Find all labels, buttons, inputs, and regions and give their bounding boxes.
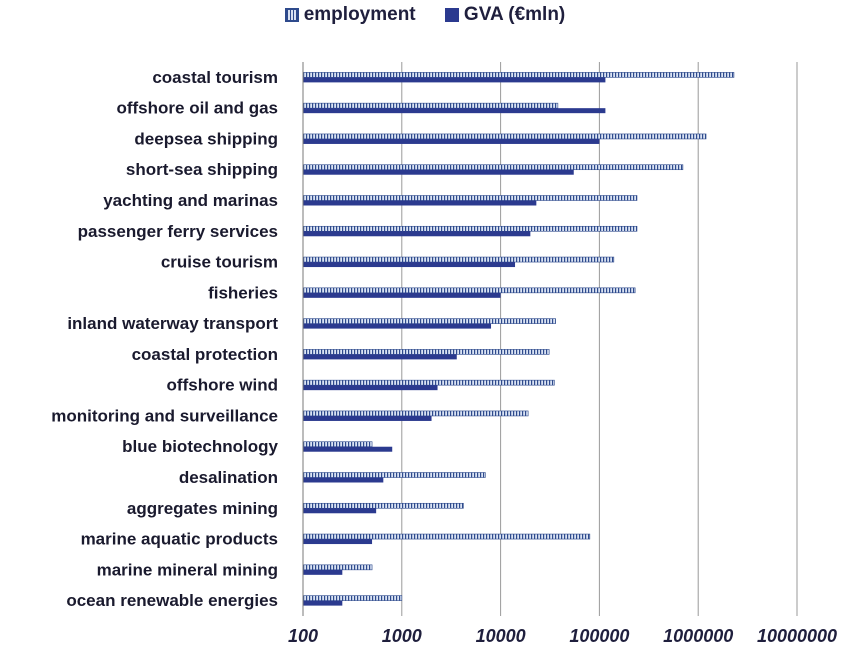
bar-gva	[303, 200, 537, 206]
category-label: yachting and marinas	[103, 191, 278, 210]
bar-gva	[303, 292, 501, 298]
bar-gva	[303, 231, 531, 237]
legend-item-gva: GVA (€mln)	[444, 4, 566, 26]
category-label: short-sea shipping	[126, 160, 278, 179]
legend: employment GVA (€mln)	[0, 4, 850, 28]
category-label: marine mineral mining	[97, 560, 278, 579]
legend-label-gva: GVA (€mln)	[463, 4, 566, 25]
category-label: cruise tourism	[161, 253, 278, 272]
bar-employment	[302, 133, 707, 140]
bar-employment	[302, 287, 636, 294]
category-label: desalination	[179, 468, 278, 487]
bar-employment	[302, 318, 556, 324]
legend-item-employment: employment	[284, 4, 416, 26]
category-label: blue biotechnology	[122, 437, 278, 456]
bar-employment	[302, 256, 615, 263]
bar-employment	[302, 564, 373, 571]
x-tick-label: 10000000	[757, 626, 837, 646]
bar-employment	[302, 533, 591, 540]
category-label: coastal protection	[132, 345, 278, 364]
bar-gva	[303, 138, 600, 144]
bar-gva	[303, 77, 606, 83]
bar-employment	[302, 349, 550, 355]
category-label: aggregates mining	[127, 499, 278, 518]
x-tick-label: 1000000	[663, 626, 733, 646]
bar-employment	[302, 72, 735, 78]
bar-employment	[302, 225, 638, 232]
bar-gva	[303, 323, 492, 329]
legend-label-employment: employment	[303, 4, 416, 25]
category-label: passenger ferry services	[78, 222, 278, 241]
bar-gva	[303, 415, 432, 421]
bar-gva	[303, 108, 606, 114]
bar-employment	[302, 441, 373, 448]
category-label: inland waterway transport	[67, 314, 278, 333]
category-label: monitoring and surveillance	[51, 406, 278, 425]
bar-gva	[303, 477, 384, 483]
category-label: marine aquatic products	[81, 530, 278, 549]
category-label: offshore oil and gas	[116, 99, 278, 118]
legend-swatch-employment	[284, 8, 299, 22]
category-label: ocean renewable energies	[66, 591, 278, 610]
bar-gva	[303, 262, 516, 268]
bar-employment	[302, 195, 638, 201]
bar-gva	[303, 385, 438, 391]
bar-employment	[302, 379, 555, 386]
bar-gva	[303, 600, 343, 606]
legend-swatch-gva	[444, 8, 459, 22]
x-tick-label: 100	[288, 626, 318, 646]
bar-gva	[303, 539, 373, 545]
x-tick-label: 10000	[476, 626, 526, 646]
category-label: coastal tourism	[152, 68, 278, 87]
category-label: offshore wind	[167, 376, 278, 395]
bar-employment	[302, 164, 684, 171]
bar-employment	[302, 502, 464, 509]
category-label: deepsea shipping	[134, 129, 278, 148]
x-tick-label: 1000	[382, 626, 422, 646]
category-label: fisheries	[208, 283, 278, 302]
bar-gva	[303, 354, 457, 360]
bar-gva	[303, 569, 343, 575]
bar-gva	[303, 169, 574, 175]
bar-gva	[303, 508, 377, 514]
bar-employment	[302, 595, 403, 601]
x-tick-label: 100000	[569, 626, 629, 646]
bar-employment	[302, 410, 529, 417]
bar-gva	[303, 446, 393, 452]
bar-employment	[302, 102, 559, 109]
bar-employment	[302, 472, 486, 478]
